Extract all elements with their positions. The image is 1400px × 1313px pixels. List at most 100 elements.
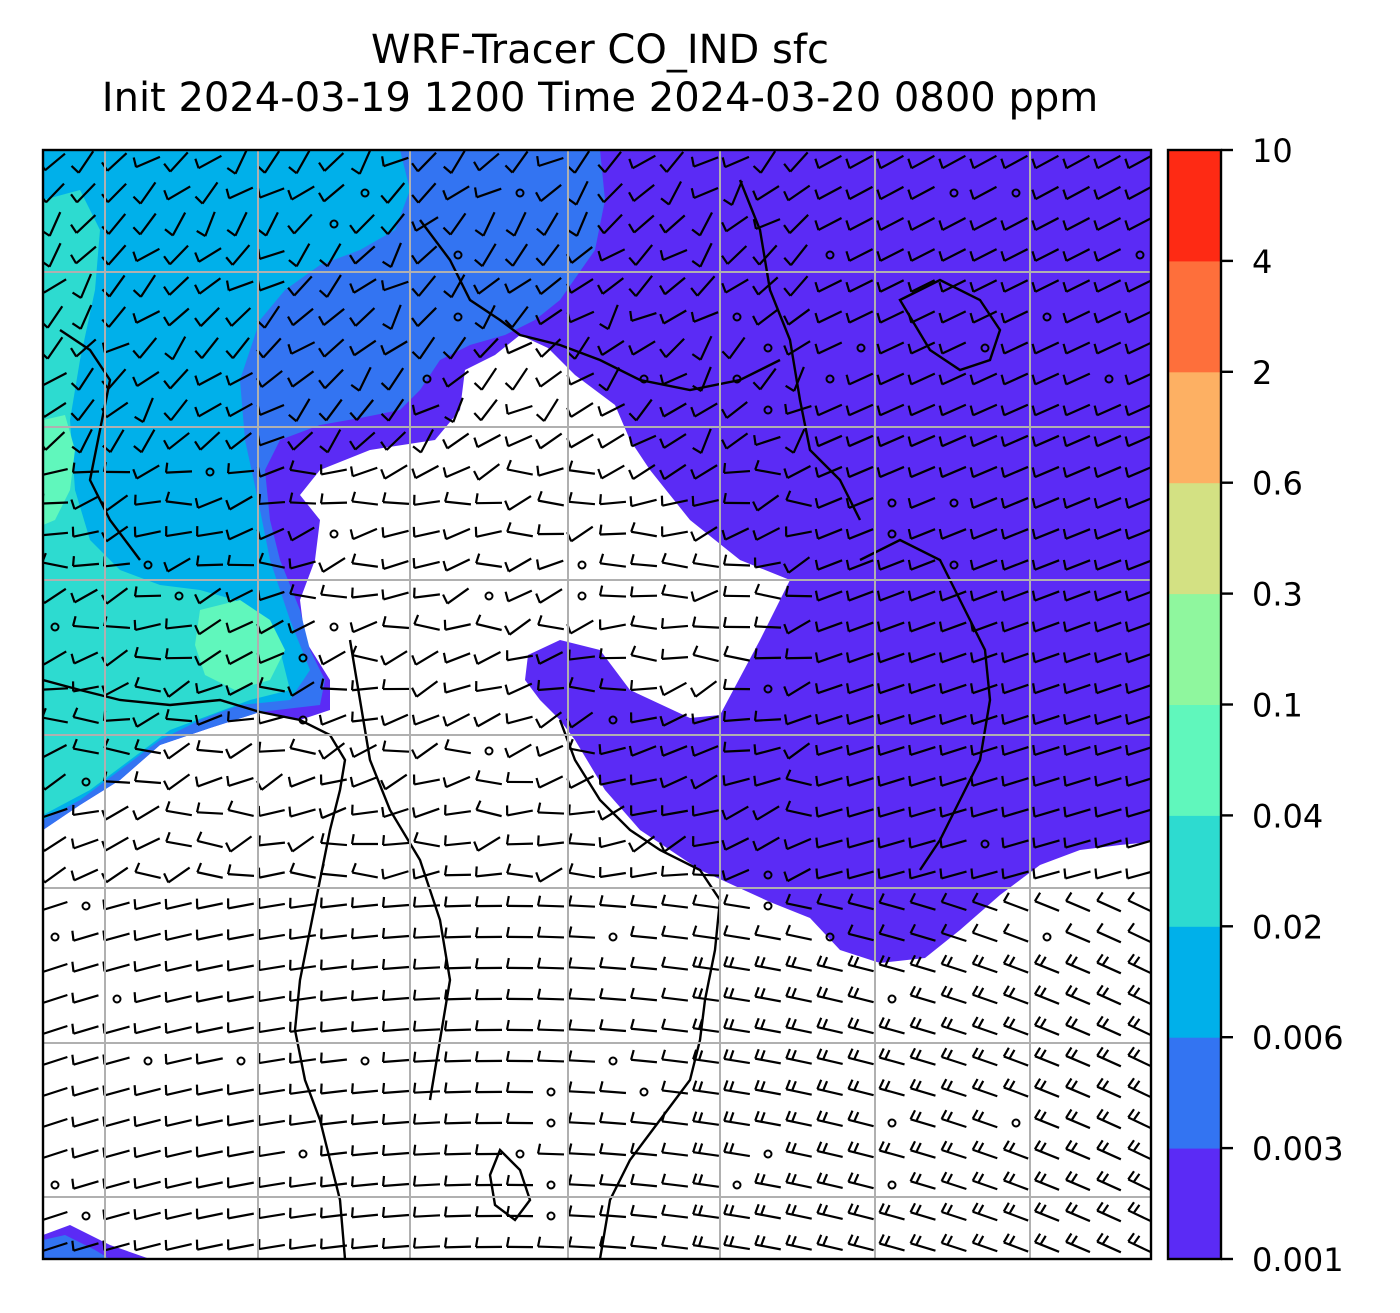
wind-barb <box>195 555 224 567</box>
calm-wind-marker <box>1042 312 1052 322</box>
wind-barb <box>163 151 189 173</box>
wind-barb <box>194 371 222 387</box>
wind-barb <box>536 835 565 847</box>
wind-barb <box>692 1173 720 1188</box>
calm-wind-marker <box>546 1118 556 1128</box>
wind-barb <box>876 465 905 479</box>
wind-barb <box>1001 683 1029 695</box>
wind-barb <box>1124 154 1151 170</box>
wind-barb <box>969 154 997 170</box>
wind-barb <box>970 714 998 726</box>
wind-barb <box>225 371 254 387</box>
wind-barb <box>1000 403 1029 417</box>
wind-barb <box>814 279 843 293</box>
wind-barb <box>132 274 157 298</box>
wind-barb <box>536 1236 565 1249</box>
calm-wind-marker <box>639 1087 649 1097</box>
wind-barb <box>380 431 407 451</box>
wind-barb <box>752 836 780 852</box>
wind-barb <box>878 1203 905 1221</box>
wind-barb <box>940 892 967 912</box>
wind-barb <box>1127 891 1151 913</box>
wind-barb <box>382 242 402 268</box>
calm-wind-marker <box>608 715 618 725</box>
wind-barb <box>351 862 378 879</box>
wind-barb <box>567 649 596 661</box>
wind-barb <box>692 1142 720 1157</box>
wind-barb <box>721 245 748 265</box>
wind-barb <box>225 244 251 266</box>
wind-barb <box>908 837 936 849</box>
wind-barb <box>628 244 654 266</box>
wind-barb <box>661 584 689 599</box>
wind-barb <box>132 212 157 236</box>
wind-barb <box>134 397 154 423</box>
wind-barb <box>845 590 874 602</box>
wind-barb <box>381 740 410 753</box>
wind-barb <box>630 1173 658 1188</box>
wind-barb <box>226 1239 254 1251</box>
wind-barb <box>598 1205 627 1219</box>
wind-barb <box>814 528 843 540</box>
wind-barb <box>319 1083 348 1095</box>
calm-wind-marker <box>81 1211 91 1221</box>
wind-barb <box>692 645 719 663</box>
wind-barb <box>289 862 316 879</box>
wind-barb <box>754 1110 781 1127</box>
wind-barb <box>940 1047 967 1067</box>
wind-barb <box>473 836 501 852</box>
wind-barb <box>349 213 375 235</box>
wind-barb <box>1093 621 1122 633</box>
wind-barb <box>816 1172 843 1189</box>
wind-barb <box>1063 744 1091 757</box>
wind-barb <box>412 1206 441 1218</box>
wind-barb <box>536 802 565 815</box>
wind-barb <box>164 960 192 972</box>
wind-barb <box>909 1233 936 1252</box>
wind-barb <box>444 397 464 424</box>
wind-barb <box>877 744 905 757</box>
wind-barb <box>1032 714 1060 726</box>
wind-barb <box>567 1019 596 1032</box>
wind-barb <box>504 305 529 329</box>
wind-barb <box>194 714 223 726</box>
wind-barb <box>845 434 874 448</box>
wind-barb <box>71 1240 99 1252</box>
wind-barb <box>380 398 405 422</box>
wind-barb <box>225 527 254 541</box>
wind-barb <box>258 1146 286 1158</box>
wind-barb <box>1127 953 1151 975</box>
wind-barb <box>442 527 471 541</box>
wind-barb <box>1002 985 1029 1005</box>
wind-barb <box>1062 248 1091 262</box>
wind-barb <box>381 927 410 940</box>
wind-barb <box>909 1078 936 1097</box>
wind-barb <box>940 1233 967 1253</box>
wind-barb <box>43 807 68 819</box>
wind-barb <box>195 898 223 910</box>
wind-barb <box>1031 248 1060 262</box>
wind-barb <box>473 650 502 666</box>
colorbar-tick-label: 0.04 <box>1252 797 1323 835</box>
wind-barb <box>1093 154 1121 170</box>
wind-barb <box>721 215 749 233</box>
wind-barb <box>381 1082 410 1095</box>
wind-barb <box>814 217 843 231</box>
wind-barb <box>659 713 688 727</box>
wind-barb <box>475 553 503 568</box>
wind-barb <box>783 619 811 635</box>
wind-barb <box>474 1113 503 1125</box>
calm-wind-marker <box>763 870 773 880</box>
calm-wind-marker <box>1011 1118 1021 1128</box>
wind-barb <box>381 896 410 909</box>
border-north <box>419 219 781 392</box>
wind-barb <box>194 277 222 295</box>
wind-barb <box>71 526 99 538</box>
wind-barb <box>1096 1201 1122 1223</box>
wind-barb <box>72 738 99 755</box>
wind-barb <box>1032 806 1060 818</box>
wind-barb <box>443 1144 472 1156</box>
wind-barb <box>226 929 254 941</box>
wind-barb <box>785 924 812 941</box>
wind-barb <box>909 923 936 942</box>
